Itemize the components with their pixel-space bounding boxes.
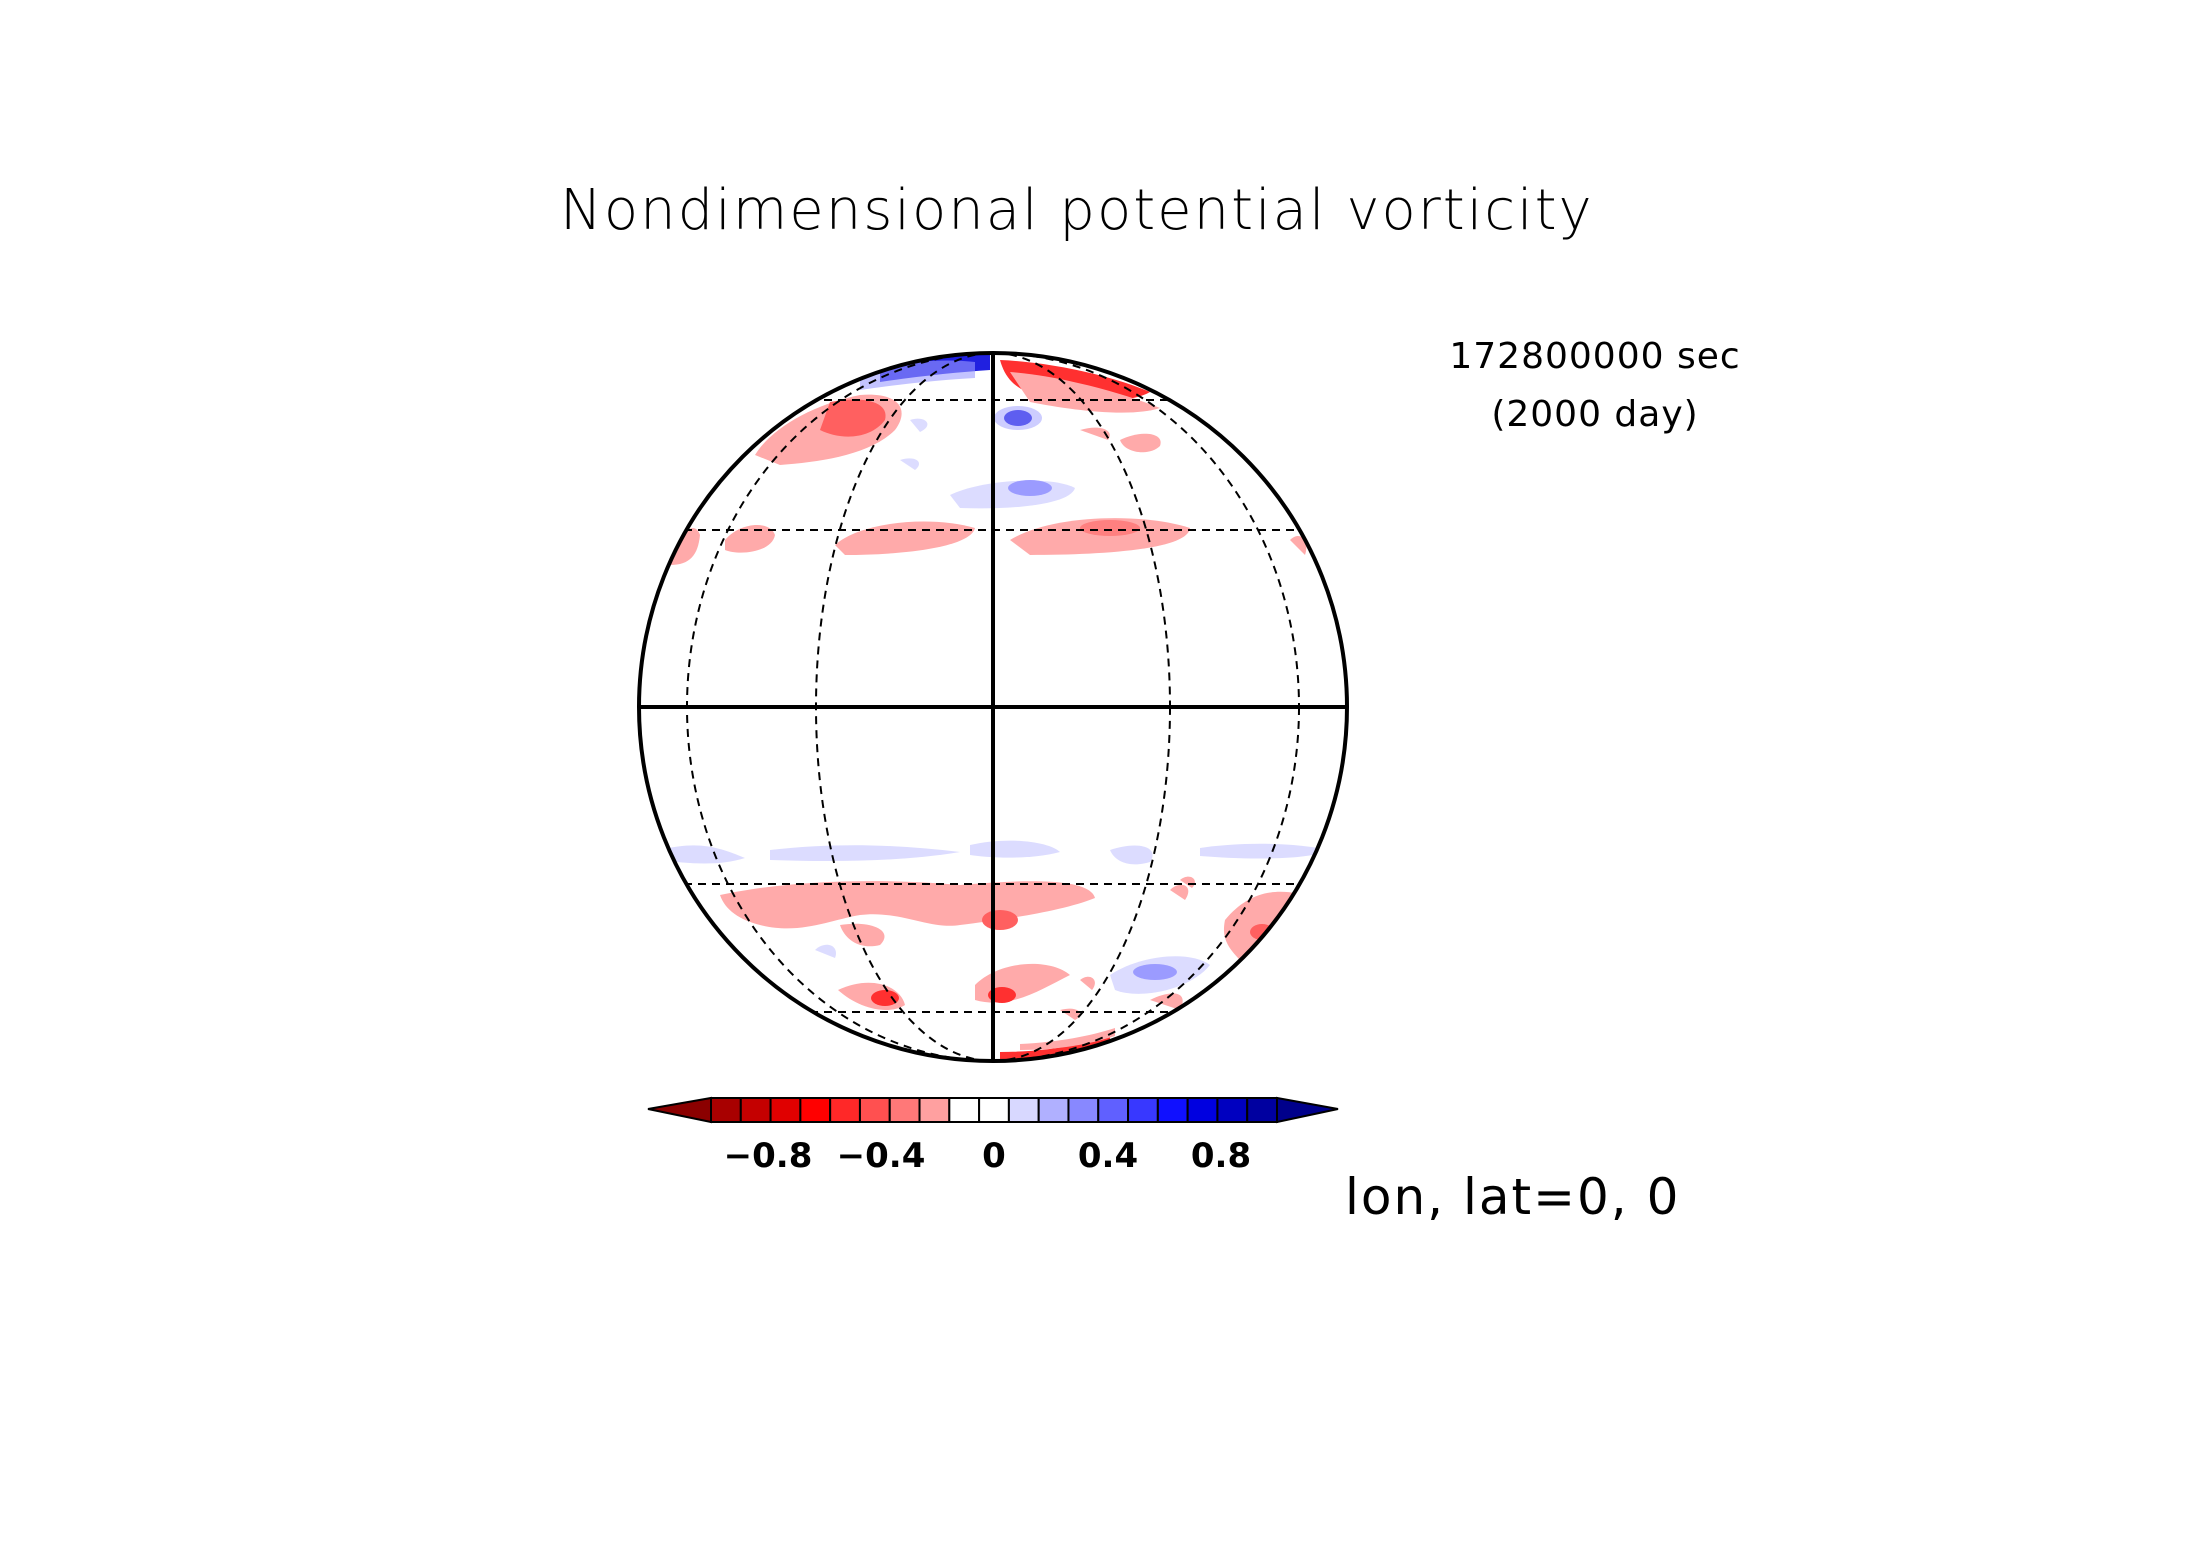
map-title: Nondimensional potential vorticity	[560, 178, 1594, 243]
colorbar-right-extension	[1276, 1096, 1339, 1124]
time-days: (2000 day)	[1491, 394, 1699, 435]
anomaly-lightred-ne-2	[1080, 427, 1110, 440]
anomaly-lightblue-halo	[994, 406, 1042, 430]
colorbar-tick-label: 0.4	[1078, 1136, 1138, 1176]
colorbar-tick-label: −0.4	[837, 1136, 926, 1176]
anomaly-band-south-blue-6	[815, 944, 836, 958]
colorbar: −0.8 −0.4 0 0.4 0.8	[647, 1096, 1339, 1176]
anomaly-band-south-blue-5	[1200, 843, 1330, 859]
colorbar-cell	[799, 1097, 832, 1123]
colorbar-cell	[858, 1097, 891, 1123]
globe-outline	[637, 351, 1349, 1063]
anomaly-south-blue-1-core	[1133, 964, 1177, 980]
time-stamp: 172800000 sec (2000 day)	[1430, 328, 1760, 444]
colorbar-cell	[1007, 1097, 1040, 1123]
anomaly-band-north-5	[1290, 535, 1307, 555]
anomaly-midblue-north-mid	[1008, 480, 1052, 496]
anomaly-lightblue-north	[860, 360, 975, 390]
colorbar-cells	[710, 1097, 1279, 1123]
anomaly-south-red-5	[1060, 1008, 1080, 1020]
anomaly-south-red-1-core	[871, 990, 899, 1006]
colorbar-cell	[829, 1097, 861, 1123]
colorbar-cell	[918, 1097, 951, 1123]
colorbar-cell	[769, 1097, 802, 1123]
anomaly-band-south-red-2	[840, 923, 885, 947]
colorbar-left-extension	[647, 1096, 712, 1124]
anomaly-band-south-red-1	[720, 881, 1095, 929]
anomaly-south-red-4	[1150, 993, 1183, 1010]
anomaly-south-red-3	[1080, 976, 1095, 990]
colorbar-cell	[1186, 1097, 1219, 1123]
anomaly-red-northwest-core	[820, 399, 886, 437]
colorbar-cell	[1067, 1097, 1100, 1123]
anomaly-band-north-2	[725, 524, 775, 553]
anomaly-band-south-blue-2	[770, 845, 960, 862]
anomaly-band-south-blue-1	[660, 845, 745, 864]
time-seconds: 172800000 sec	[1449, 336, 1741, 377]
globe-frame	[637, 351, 1349, 1063]
colorbar-cell	[1216, 1097, 1249, 1123]
anomaly-band-north-3	[835, 521, 975, 555]
anomaly-band-north-1	[670, 528, 700, 565]
colorbar-cell	[978, 1097, 1010, 1123]
anomaly-lightblue-small-2	[910, 418, 928, 432]
anomaly-south-pole-lightred	[1020, 1028, 1115, 1050]
colorbar-cell	[710, 1097, 742, 1123]
anomaly-south-pole-blue	[800, 1020, 940, 1061]
colorbar-cell	[1156, 1097, 1189, 1123]
colorbar-cell	[1127, 1097, 1159, 1123]
anomaly-band-south-red-3	[1170, 884, 1189, 900]
anomaly-band-north-core	[1080, 520, 1140, 536]
projection-center-label: lon, lat=0, 0	[1345, 1168, 1681, 1226]
colorbar-tick-label: 0.8	[1191, 1136, 1251, 1176]
colorbar-cell	[1246, 1097, 1279, 1123]
colorbar-cell	[1037, 1097, 1070, 1123]
colorbar-tick-label: 0	[982, 1136, 1006, 1176]
anomaly-band-south-blue-3	[970, 840, 1060, 858]
colorbar-cell	[888, 1097, 921, 1123]
colorbar-cell	[1097, 1097, 1130, 1123]
anomaly-band-south-blue-4	[1110, 845, 1153, 865]
colorbar-cell	[739, 1097, 772, 1123]
anomaly-lightblue-small-1	[900, 458, 920, 470]
colorbar-tick-label: −0.8	[724, 1136, 813, 1176]
colorbar-cell	[948, 1097, 981, 1123]
anomaly-lightred-northeast	[1010, 372, 1160, 413]
anomaly-band-south-red-core	[982, 910, 1018, 930]
anomaly-band-south-red-4	[1180, 876, 1195, 888]
anomaly-lightred-ne-small	[1120, 433, 1161, 453]
